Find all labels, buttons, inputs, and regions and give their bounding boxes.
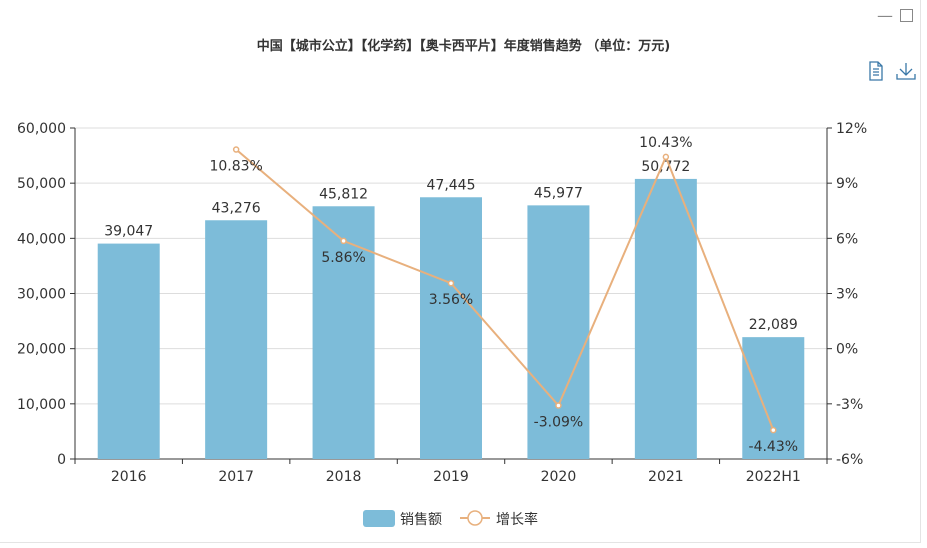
y-left-tick-label: 0 [57,452,66,468]
x-tick-label: 2022H1 [746,469,801,485]
bar-label: 43,276 [212,200,261,216]
line-label: 5.86% [321,250,365,266]
maximize-icon[interactable] [900,9,913,22]
bar [527,205,590,459]
legend-line-marker [467,510,483,526]
line-label: 3.56% [429,292,473,308]
x-tick-label: 2020 [541,469,577,485]
y-left-tick-label: 40,000 [17,231,66,247]
bar-label: 50,772 [641,159,690,175]
minimize-icon[interactable]: — [877,6,893,25]
x-tick-label: 2016 [111,469,147,485]
y-right-tick-label: 9% [836,176,858,192]
y-right-tick-label: 6% [836,231,858,247]
bar [420,197,482,459]
line-point [447,279,455,287]
y-left-tick-label: 60,000 [17,121,66,137]
bar-label: 45,977 [534,185,583,201]
y-left-tick-label: 20,000 [17,342,66,358]
bar [634,178,697,459]
legend-bar-label: 销售额 [400,512,442,528]
line-point [340,237,347,245]
y-left-tick-label: 30,000 [17,287,66,303]
line-point [232,146,240,153]
x-tick-label: 2019 [433,469,469,485]
y-left-tick-label: 10,000 [17,397,66,413]
bar [742,337,805,459]
line-label: 10.83% [209,159,262,175]
y-right-tick-label: 3% [836,287,858,303]
chart-title: 中国【城市公立】【化学药】【奥卡西平片】年度销售趋势 （单位：万元) [256,39,671,54]
bar [97,243,160,459]
bar-label: 39,047 [104,224,153,240]
x-tick-label: 2021 [648,469,684,485]
x-tick-label: 2018 [326,469,362,485]
legend-bar-swatch [363,510,395,527]
line-label: -4.43% [749,439,799,455]
legend-line-label: 增长率 [496,511,538,528]
y-right-tick-label: -6% [836,452,863,468]
line-label: -3.09% [534,414,584,430]
bar [205,220,268,459]
growth-line [235,148,775,431]
y-left-tick-label: 50,000 [17,176,66,192]
document-icon[interactable] [868,61,884,81]
y-right-tick-label: 12% [836,121,867,137]
bar-label: 22,089 [749,317,798,333]
y-right-tick-label: 0% [836,342,858,358]
bar-label: 45,812 [319,186,368,202]
bar-label: 47,445 [427,177,476,193]
line-point [555,402,562,409]
line-label: 10.43% [639,135,692,151]
line-point [770,426,777,434]
bar [312,206,375,459]
y-right-tick-label: -3% [836,397,863,413]
download-icon[interactable] [896,62,916,80]
x-tick-label: 2017 [218,469,254,485]
line-point [662,153,670,161]
